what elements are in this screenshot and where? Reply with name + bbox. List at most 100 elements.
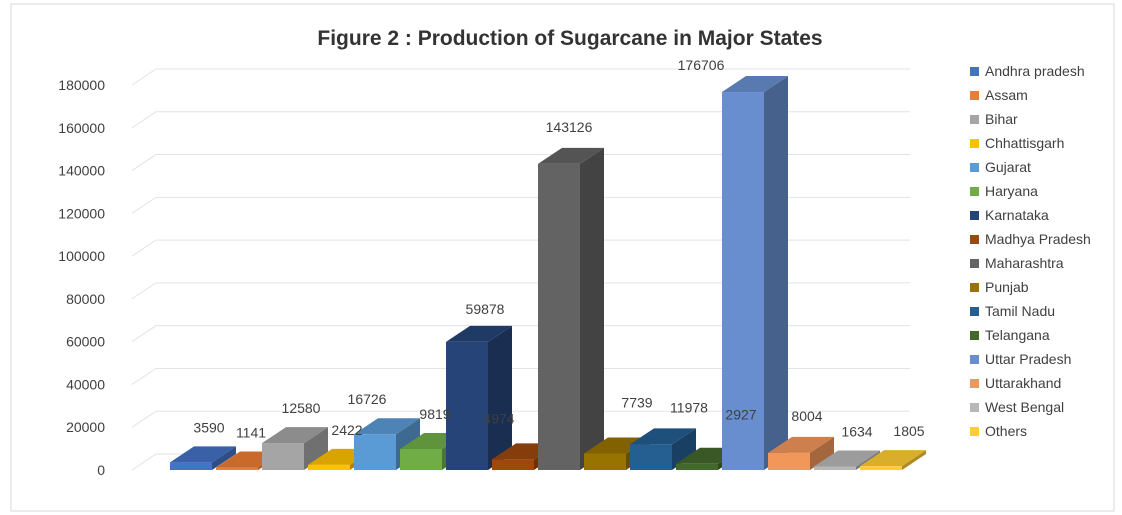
legend-item: Andhra pradesh [970,63,1085,79]
bar-top [814,450,880,467]
bar [170,446,236,470]
y-tick-label: 40000 [66,376,105,392]
gridline [131,282,910,300]
bar-front [538,163,580,470]
bar-front [354,434,396,470]
y-tick-label: 100000 [58,248,105,264]
legend-label: Maharashtra [985,255,1064,271]
bar-top [538,147,604,164]
bar-top [262,427,328,444]
y-tick-label: 20000 [66,419,105,435]
bar-side [580,147,604,470]
data-labels: 3590 1141 12580 2422 16726 9819 59878 4974 14312… [193,57,924,441]
legend-swatch [970,379,979,388]
bar-top [630,428,696,445]
legend-label: Bihar [985,111,1018,127]
data-label: 1805 [893,423,924,439]
legend-item: Others [970,423,1027,439]
gridline [131,325,910,343]
bar-side [764,76,788,470]
data-label: 1141 [236,425,266,441]
bar-front [768,452,810,470]
legend-item: Uttar Pradesh [970,351,1071,367]
legend-item: Chhattisgarh [970,135,1064,151]
bar-front [308,464,350,470]
legend-item: Bihar [970,111,1018,127]
bar-front [584,453,626,470]
bar-front [814,466,856,470]
y-tick-label: 80000 [66,291,105,307]
bar-top [354,418,420,435]
y-tick-label: 0 [97,462,105,478]
bar-top [860,450,926,467]
bar-front [630,444,672,470]
legend-item: Tamil Nadu [970,303,1055,319]
bar-side [304,427,328,470]
data-label: 3590 [193,419,224,435]
legend-swatch [970,427,979,436]
legend-swatch [970,139,979,148]
data-label: 1634 [841,424,872,440]
bar-front [676,463,718,470]
data-label: 16726 [348,391,387,407]
data-label: 9819 [419,406,450,422]
data-label: 11978 [670,399,708,415]
gridline [131,154,910,171]
gridline [131,367,910,385]
gridline [131,68,910,86]
legend-label: Madhya Pradesh [985,231,1091,247]
bar-top [170,446,236,463]
gridline [131,239,910,257]
gridline [131,196,910,214]
bar-front [446,341,488,470]
data-label: 176706 [678,57,725,73]
bar-side [488,325,512,470]
legend-label: Andhra pradesh [985,63,1085,79]
legend-swatch [970,115,979,124]
data-label: 2927 [725,407,756,423]
bar-front [722,92,764,470]
bar-front [170,462,212,470]
legend-label: Telangana [985,327,1050,343]
legend-swatch [970,163,979,172]
bar-top [446,325,512,342]
legend-item: Uttarakhand [970,375,1061,391]
legend-label: Tamil Nadu [985,303,1055,319]
bar-front [860,466,902,470]
y-tick-label: 180000 [58,77,105,93]
legend-swatch [970,91,979,100]
bar-top [584,437,650,454]
legend-item: Gujarat [970,159,1031,175]
legend-swatch [970,403,979,412]
legend-swatch [970,355,979,364]
legend-item: Punjab [970,279,1029,295]
legend-label: Haryana [985,183,1038,199]
legend-item: West Bengal [970,399,1064,415]
legend-label: Punjab [985,279,1029,295]
bar-top [722,76,788,93]
bar [538,147,604,470]
legend-label: West Bengal [985,399,1064,415]
bar [722,76,788,470]
data-label: 59878 [466,301,505,317]
bar-top [768,436,834,453]
bar-side [810,436,834,470]
chart-border [10,3,1115,512]
bar-front [492,459,534,470]
legend-item: Karnataka [970,207,1049,223]
legend-swatch [970,259,979,268]
legend-swatch [970,283,979,292]
legend-swatch [970,307,979,316]
bar [768,436,834,470]
bar-front [262,443,304,470]
bar-side [672,428,696,470]
legend-item: Assam [970,87,1028,103]
legend-swatch [970,211,979,220]
gridline [131,410,910,428]
data-label: 4974 [483,410,514,426]
legend-item: Maharashtra [970,255,1064,271]
legend-label: Uttar Pradesh [985,351,1071,367]
legend-swatch [970,331,979,340]
bar-side [212,446,236,470]
